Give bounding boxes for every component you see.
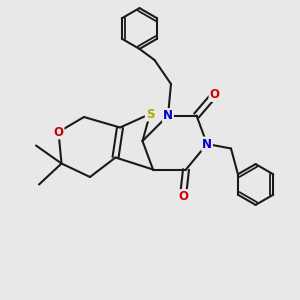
Text: S: S	[146, 107, 154, 121]
Text: O: O	[178, 190, 188, 203]
Text: O: O	[209, 88, 220, 101]
Text: O: O	[53, 125, 64, 139]
Text: N: N	[163, 109, 173, 122]
Text: N: N	[202, 137, 212, 151]
